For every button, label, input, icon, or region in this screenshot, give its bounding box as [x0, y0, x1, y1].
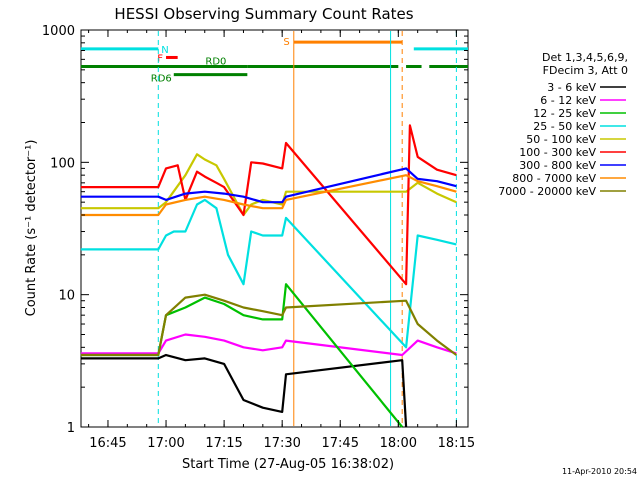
generated-timestamp: 11-Apr-2010 20:54: [562, 467, 637, 476]
series-line-3: [80, 198, 457, 349]
legend-entry-label: 6 - 12 keV: [540, 94, 596, 107]
series-line-1: [80, 333, 457, 357]
flag-label-f: F: [157, 53, 163, 64]
x-axis-label: Start Time (27-Aug-05 16:38:02): [182, 457, 394, 472]
series-lines: [80, 124, 458, 428]
y-tick-label: 1: [67, 421, 75, 436]
legend-entry-label: 25 - 50 keV: [533, 120, 596, 133]
legend-entry-label: 50 - 100 keV: [526, 133, 596, 146]
x-tick-label: 17:15: [205, 436, 242, 451]
legend-entry-label: 300 - 800 keV: [519, 159, 596, 172]
series-line-8: [80, 293, 458, 357]
series-line-7: [80, 174, 457, 217]
series-line-6: [80, 167, 457, 204]
series-line-0: [80, 353, 408, 428]
flag-bars: N S F RD0 RD6: [80, 37, 468, 85]
y-ticks: 1 10 100 1000: [42, 24, 468, 436]
chart-title: HESSI Observing Summary Count Rates: [114, 5, 413, 23]
legend-header-line: Det 1,3,4,5,6,9,: [542, 51, 628, 64]
vertical-markers: [157, 31, 457, 426]
flag-label-rd0: RD0: [205, 56, 226, 67]
y-axis-label: Count Rate (s⁻¹ detector⁻¹): [24, 140, 39, 317]
legend-entry-label: 12 - 25 keV: [533, 107, 596, 120]
x-tick-label: 17:30: [263, 436, 300, 451]
legend-entry-label: 3 - 6 keV: [547, 81, 596, 94]
x-tick-label: 18:00: [380, 436, 417, 451]
legend-entry-label: 800 - 7000 keV: [512, 172, 596, 185]
flag-label-rd6: RD6: [151, 74, 172, 85]
x-ticks: 16:45 17:00 17:15 17:30 17:45 18:00 18:15: [88, 30, 475, 451]
y-tick-label: 100: [50, 156, 75, 171]
y-tick-label: 1000: [42, 24, 75, 39]
series-line-5: [80, 124, 457, 286]
legend-entry-label: 100 - 300 keV: [519, 146, 596, 159]
x-tick-label: 17:45: [322, 436, 359, 451]
series-line-4: [80, 153, 457, 217]
x-tick-label: 16:45: [89, 436, 126, 451]
y-tick-label: 10: [58, 289, 75, 304]
x-tick-label: 17:00: [147, 436, 184, 451]
x-tick-label: 18:15: [438, 436, 475, 451]
legend-entry-label: 7000 - 20000 keV: [498, 185, 596, 198]
legend-header-line: FDecim 3, Att 0: [543, 64, 628, 77]
plot-frame: [80, 29, 469, 428]
flag-label-s: S: [283, 37, 289, 48]
flag-label-n: N: [161, 45, 168, 56]
legend: Det 1,3,4,5,6,9,FDecim 3, Att 0 3 - 6 keV…: [498, 51, 628, 198]
